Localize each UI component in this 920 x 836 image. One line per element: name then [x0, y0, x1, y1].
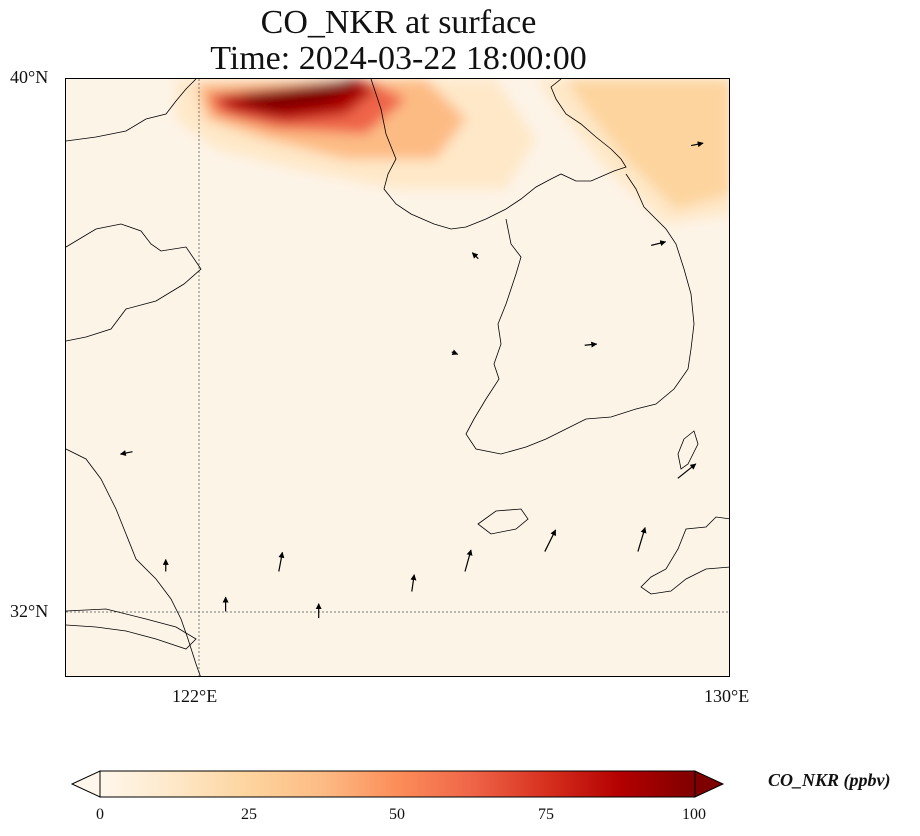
colorbar-tick-100: 100 — [682, 806, 706, 823]
lon-tick-122e: 122°E — [172, 686, 218, 706]
coastline-jeju — [477, 508, 529, 535]
map-title-line1: CO_NKR at surface — [260, 4, 537, 41]
colorbar — [70, 770, 725, 798]
plume-core-max — [241, 79, 361, 111]
map-canvas — [66, 79, 729, 676]
wind-arrow-2 — [278, 551, 285, 572]
coastlines — [66, 79, 729, 676]
wind-arrow-13 — [471, 252, 479, 260]
lon-tick-130e: 130°E — [704, 686, 750, 706]
wind-arrow-14 — [451, 349, 459, 356]
coastline-dprk-west — [370, 79, 627, 230]
wind-arrow-4 — [410, 574, 417, 592]
wind-arrow-6 — [544, 529, 557, 552]
coastline-kyushu — [640, 516, 729, 595]
wind-arrow-5 — [464, 549, 473, 572]
colorbar-extend-low — [70, 770, 101, 798]
coastline-liaodong — [66, 79, 197, 142]
colorbar-gradient — [99, 770, 696, 798]
colorbar-tick-0: 0 — [96, 806, 104, 823]
colorbar-tick-25: 25 — [241, 806, 257, 823]
map-panel — [65, 78, 730, 677]
colorbar-extend-high — [694, 770, 725, 798]
wind-arrow-9 — [584, 341, 598, 348]
colorbar-tick-50: 50 — [389, 806, 405, 823]
coastline-shandong — [66, 223, 202, 342]
co-plume-layer — [176, 79, 729, 224]
lat-tick-32n: 32°N — [10, 601, 49, 621]
wind-arrow-8 — [677, 463, 697, 479]
colorbar-tick-75: 75 — [538, 806, 554, 823]
map-title-line2: Time: 2024-03-22 18:00:00 — [210, 40, 587, 77]
wind-arrow-11 — [690, 141, 704, 148]
plume-mid-east — [566, 79, 729, 209]
coastline-tsushima — [677, 430, 699, 470]
wind-arrow-12 — [119, 450, 133, 456]
coastline-jiangsu — [66, 448, 201, 676]
coastline-korea-west — [465, 173, 695, 455]
wind-arrow-10 — [651, 240, 667, 247]
wind-vectors-layer — [119, 141, 704, 619]
colorbar-label: CO_NKR (ppbv) — [768, 770, 891, 790]
coastline-yangtze — [66, 608, 197, 650]
lat-tick-40n: 40°N — [10, 67, 49, 87]
wind-arrow-7 — [637, 526, 647, 552]
